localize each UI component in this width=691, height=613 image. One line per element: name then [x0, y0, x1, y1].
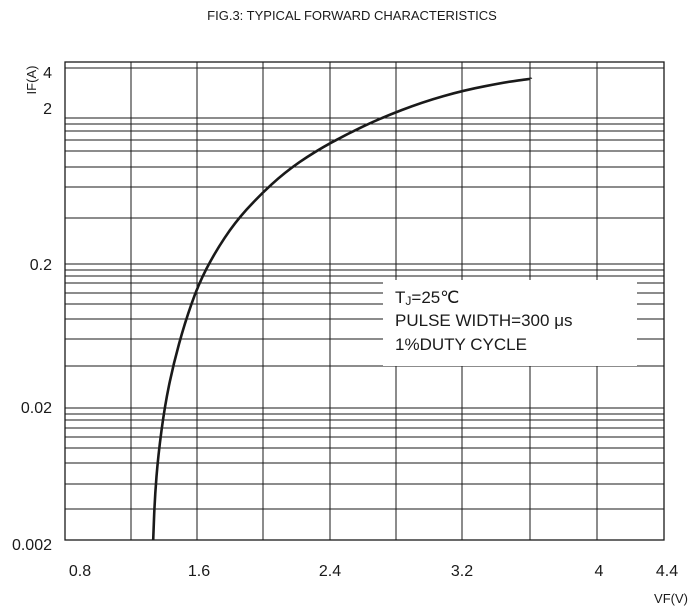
x-tick-label: 0.8 — [69, 563, 91, 580]
chart-title: FIG.3: TYPICAL FORWARD CHARACTERISTICS — [207, 8, 497, 23]
annotation-box: TJ=25℃ PULSE WIDTH=300 μs 1%DUTY CYCLE — [383, 280, 637, 366]
forward-characteristic-curve — [151, 77, 533, 541]
y-tick-labels: 0.002 0.02 0.2 2 4 — [12, 65, 52, 554]
y-tick-label: 0.2 — [30, 257, 52, 274]
y-tick-label: 0.002 — [12, 537, 52, 554]
annotation-temperature: TJ=25℃ — [395, 288, 459, 308]
annotation-background — [383, 280, 637, 366]
x-tick-label: 1.6 — [188, 563, 210, 580]
x-tick-label: 2.4 — [319, 563, 341, 580]
y-axis-label: IF(A) — [24, 66, 39, 95]
plot-frame — [64, 61, 665, 541]
y-tick-label: 4 — [43, 65, 52, 82]
curve-layer — [151, 77, 533, 541]
y-tick-label: 0.02 — [21, 400, 52, 417]
x-axis-label: VF(V) — [654, 591, 688, 606]
y-tick-label: 2 — [43, 101, 52, 118]
x-tick-label: 3.2 — [451, 563, 473, 580]
annotation-pulse-width: PULSE WIDTH=300 μs — [395, 311, 573, 330]
x-tick-label: 4.4 — [656, 563, 678, 580]
x-tick-label: 4 — [595, 563, 604, 580]
annotation-duty-cycle: 1%DUTY CYCLE — [395, 335, 527, 354]
x-tick-labels: 0.8 1.6 2.4 3.2 4 4.4 — [69, 563, 678, 580]
